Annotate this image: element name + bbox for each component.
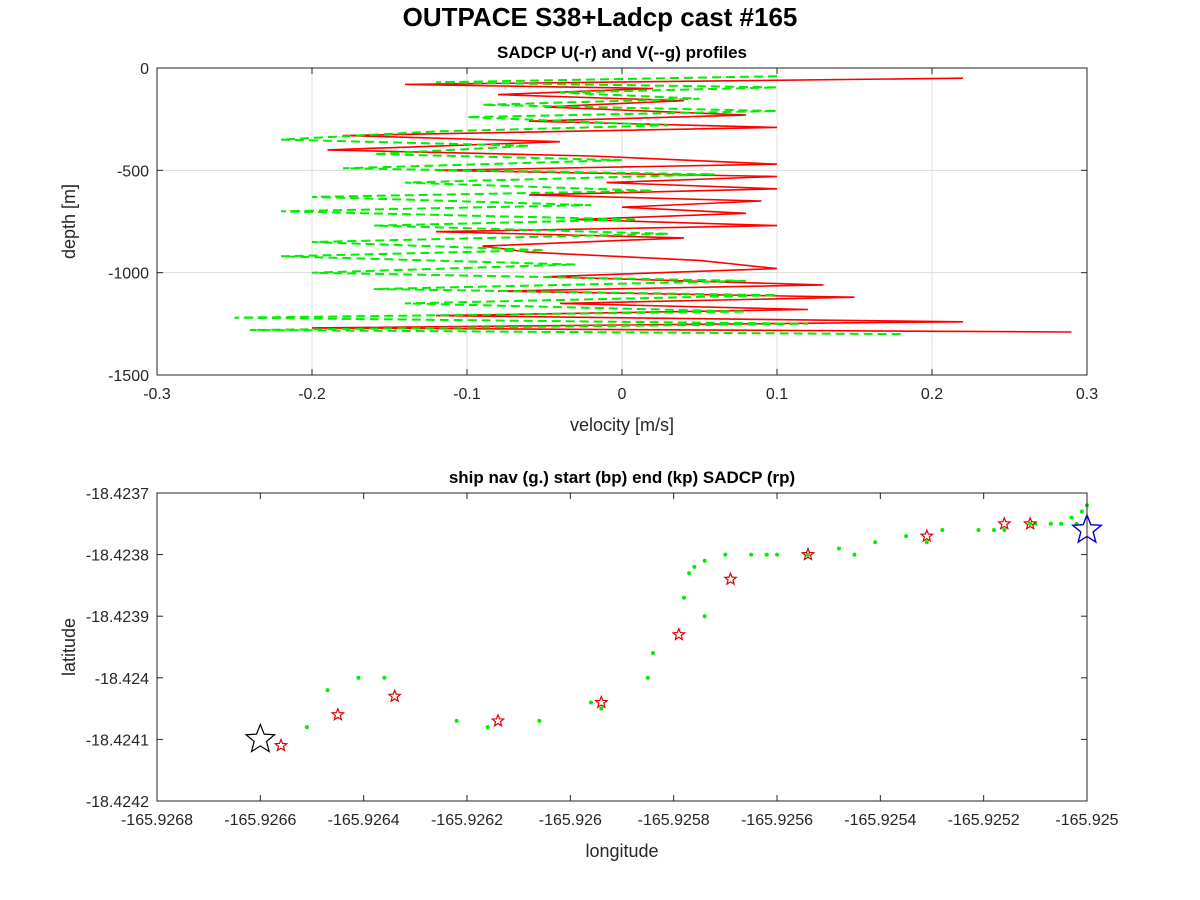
nav-point <box>749 552 754 557</box>
x-tick-label: -165.9254 <box>844 812 916 829</box>
nav-point <box>537 718 542 723</box>
nav-point <box>1002 527 1007 532</box>
v-velocity-line <box>234 75 902 336</box>
sadcp-star <box>919 528 935 543</box>
nav-point <box>873 540 878 545</box>
x-tick-label: -165.9268 <box>121 812 193 829</box>
nav-point <box>852 552 857 557</box>
y-tick-label: -500 <box>117 163 149 180</box>
nav-title: ship nav (g.) start (bp) end (kp) SADCP … <box>449 468 795 487</box>
nav-point <box>682 595 686 600</box>
nav-point <box>325 688 330 693</box>
nav-point <box>837 546 841 551</box>
sadcp-star <box>723 571 738 586</box>
sadcp-star <box>671 627 687 641</box>
nav-point <box>976 527 981 532</box>
sadcp-star <box>997 516 1012 530</box>
nav-point <box>645 675 650 680</box>
sadcp-star <box>273 737 289 752</box>
figure-title: OUTPACE S38+Ladcp cast #165 <box>402 2 798 32</box>
nav-point <box>1059 521 1064 526</box>
nav-point <box>485 725 490 730</box>
nav-y-axis-label: latitude <box>59 618 79 676</box>
y-tick-label: -18.4241 <box>86 732 149 749</box>
ship-nav-axes: -165.9268 -165.9266 -165.9264 -165.9262 -165… <box>59 468 1119 861</box>
x-tick-label: -165.9264 <box>328 812 400 829</box>
x-tick-label: -165.926 <box>539 812 602 829</box>
x-tick-label: -165.9252 <box>948 812 1020 829</box>
u-velocity-line <box>311 77 1072 333</box>
profile-y-axis-label: depth [m] <box>59 184 79 259</box>
x-tick-label: -165.9262 <box>431 812 503 829</box>
nav-point <box>692 564 697 569</box>
y-tick-label: -1000 <box>108 266 149 283</box>
x-tick-label: -165.9258 <box>638 812 710 829</box>
x-tick-label: 0.1 <box>766 386 788 403</box>
nav-point <box>1079 509 1084 514</box>
x-tick-label: -0.1 <box>453 386 481 403</box>
nav-point <box>775 552 779 557</box>
nav-point <box>454 718 459 723</box>
nav-point <box>651 651 655 656</box>
nav-point <box>924 540 929 545</box>
nav-point <box>356 675 361 680</box>
nav-point <box>1048 521 1053 526</box>
nav-point <box>806 552 810 557</box>
x-tick-label: 0.2 <box>921 386 943 403</box>
x-tick-label: -0.3 <box>143 386 171 403</box>
y-tick-label: -18.424 <box>95 671 149 688</box>
sadcp-star <box>330 707 346 721</box>
x-tick-label: -165.9256 <box>741 812 813 829</box>
nav-point <box>687 571 692 576</box>
nav-point <box>589 700 593 705</box>
nav-point <box>904 534 909 539</box>
x-tick-label: -165.9266 <box>224 812 296 829</box>
y-tick-label: -18.4239 <box>86 609 149 626</box>
profile-axes: -0.3 -0.2 -0.1 0 0.1 0.2 0.3 0 -500 -1000 -1500 SAD… <box>59 43 1098 435</box>
x-tick-label: 0 <box>618 386 627 403</box>
nav-point <box>1069 515 1074 520</box>
y-tick-label: -18.4242 <box>86 794 149 811</box>
y-tick-label: -18.4238 <box>86 548 149 565</box>
x-tick-label: 0.3 <box>1076 386 1098 403</box>
nav-point <box>1028 521 1033 526</box>
nav-point <box>702 558 707 563</box>
nav-point <box>764 552 769 557</box>
nav-frame <box>156 492 1088 802</box>
x-tick-label: -165.925 <box>1055 812 1118 829</box>
y-tick-label: -18.4237 <box>86 486 149 503</box>
sadcp-star <box>490 713 506 728</box>
nav-x-axis-label: longitude <box>585 841 658 861</box>
sadcp-star <box>800 546 816 561</box>
profile-x-axis-label: velocity [m/s] <box>570 415 674 435</box>
start-star <box>244 722 277 753</box>
nav-point <box>599 706 604 711</box>
sadcp-star <box>387 688 402 703</box>
nav-point <box>382 675 387 680</box>
nav-point <box>702 614 707 619</box>
sadcp-star <box>594 694 609 709</box>
y-tick-label: 0 <box>140 61 149 78</box>
sadcp-star <box>1022 516 1038 530</box>
nav-point <box>940 527 945 532</box>
nav-point <box>992 527 996 532</box>
y-tick-label: -1500 <box>108 368 149 385</box>
x-tick-label: -0.2 <box>298 386 326 403</box>
nav-point <box>723 552 728 557</box>
nav-point <box>304 725 309 730</box>
profile-title: SADCP U(-r) and V(--g) profiles <box>497 43 747 62</box>
